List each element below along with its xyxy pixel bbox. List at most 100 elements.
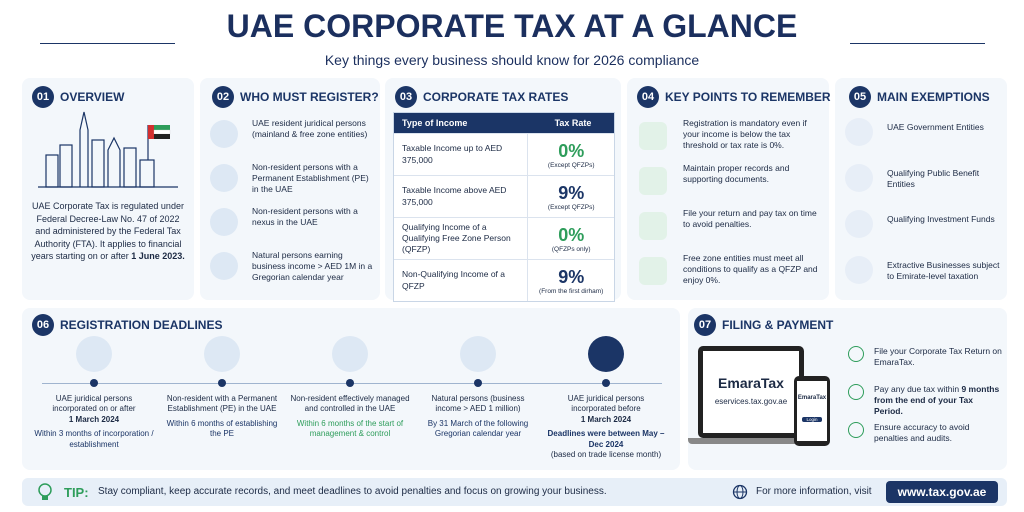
table-row: Non-Qualifying Income of a QFZP 9% (From t… xyxy=(394,259,614,301)
timeline-dot xyxy=(90,379,98,387)
text: File your Corporate Tax Return on EmaraT… xyxy=(874,346,1002,368)
header-cell: Type of Income xyxy=(402,118,468,128)
exemptions-card: 05 MAIN EXEMPTIONS UAE Government Entiti… xyxy=(835,78,1007,300)
card-title: WHO MUST REGISTER? xyxy=(240,90,379,104)
exemption: UAE Government Entities xyxy=(887,122,984,132)
deadline-item: Non-resident with a Permanent Establishm… xyxy=(162,394,282,440)
card-title: MAIN EXEMPTIONS xyxy=(877,90,990,104)
icon xyxy=(76,336,112,372)
icon xyxy=(210,252,238,280)
overview-card: 01 OVERVIEW UAE Corporate Tax is regulat… xyxy=(22,78,194,300)
key-point: Maintain proper records and supporting d… xyxy=(683,163,790,185)
icon xyxy=(845,256,873,284)
rate-cell: 9% (From the first dirham) xyxy=(528,260,614,301)
badge: 04 xyxy=(637,86,659,108)
icon xyxy=(332,336,368,372)
key-point: File your return and pay tax on time to … xyxy=(683,208,817,230)
table-row: Qualifying Income of a Qualifying Free Z… xyxy=(394,217,614,259)
rate: 0% xyxy=(558,140,585,161)
deadline-item: Natural persons (business income > AED 1… xyxy=(418,394,538,440)
deadline-item: UAE juridical persons incorporated on or… xyxy=(34,394,154,450)
income: Non-Qualifying Income of a QFZP xyxy=(394,260,529,301)
table-header: Type of Income Tax Rate xyxy=(394,113,614,133)
card-title: REGISTRATION DEADLINES xyxy=(60,318,223,332)
text: Pay any due tax within xyxy=(874,384,960,394)
phone-brand: EmaraTax xyxy=(797,395,827,401)
deadline-item: Non-resident effectively managed and con… xyxy=(290,394,410,440)
key-point: Registration is mandatory even if your i… xyxy=(683,118,807,151)
income: Taxable Income up to AED 375,000 xyxy=(394,134,529,175)
rule xyxy=(850,43,985,44)
url-button[interactable]: www.tax.gov.ae xyxy=(886,481,998,503)
card-title: OVERVIEW xyxy=(60,90,125,104)
filing-item: File your Corporate Tax Return on EmaraT… xyxy=(874,346,1002,368)
rate-cell: 9% (Except QFZPs) xyxy=(528,176,614,217)
badge: 03 xyxy=(395,86,417,108)
who: Non-resident effectively managed and con… xyxy=(290,394,410,414)
deadline: Within 3 months of incorporation / estab… xyxy=(34,429,154,449)
check-icon xyxy=(848,384,864,400)
icon xyxy=(210,208,238,236)
header-cell: Tax Rate xyxy=(554,118,592,128)
icon xyxy=(639,257,667,285)
brand: EmaraTax xyxy=(718,375,784,391)
icon xyxy=(639,122,667,150)
rates-table: Type of Income Tax Rate Taxable Income up … xyxy=(393,112,615,302)
bulb-icon xyxy=(38,483,52,500)
icon xyxy=(210,164,238,192)
deadline: By 31 March of the following Gregorian c… xyxy=(427,418,529,439)
rate-cell: 0% (QFZPs only) xyxy=(528,218,614,259)
register-item: Non-resident persons with a Permanent Es… xyxy=(252,162,369,195)
phone-screen: EmaraTax Login xyxy=(797,381,827,441)
exemption: Qualifying Investment Funds xyxy=(887,214,995,224)
exemption: Qualifying Public Benefit Entities xyxy=(887,168,980,190)
rate: 9% xyxy=(558,266,585,287)
card-title: CORPORATE TAX RATES xyxy=(423,90,569,104)
badge: 07 xyxy=(694,314,716,336)
rate-note: (From the first dirham) xyxy=(539,287,604,295)
badge: 05 xyxy=(849,86,871,108)
register-card: 02 WHO MUST REGISTER? UAE resident jurid… xyxy=(200,78,380,300)
icon xyxy=(639,167,667,195)
table-row: Taxable Income up to AED 375,000 0% (Excep… xyxy=(394,133,614,175)
badge: 02 xyxy=(212,86,234,108)
text: UAE Corporate Tax is regulated under Fed… xyxy=(31,201,184,262)
register-item: Non-resident persons with a nexus in the… xyxy=(252,206,358,228)
icon xyxy=(639,212,667,240)
who: Non-resident with a Permanent Establishm… xyxy=(166,394,278,414)
table-row: Taxable Income above AED 375,000 9% (Excep… xyxy=(394,175,614,217)
login-button: Login xyxy=(802,417,822,422)
rate-note: (Except QFZPs) xyxy=(547,203,595,211)
deadline: Within 6 months of the start of manageme… xyxy=(296,418,404,439)
tip-text: Stay compliant, keep accurate records, a… xyxy=(98,486,607,497)
who: UAE juridical persons incorporated on or… xyxy=(52,394,136,414)
globe-icon xyxy=(732,484,748,500)
check-icon xyxy=(848,422,864,438)
filing-item: Pay any due tax within 9 months from the… xyxy=(874,384,1002,417)
icon xyxy=(588,336,624,372)
card-title: KEY POINTS TO REMEMBER xyxy=(665,90,831,104)
who: UAE juridical persons incorporated befor… xyxy=(567,394,645,414)
icon xyxy=(845,210,873,238)
text: Ensure accuracy to avoid penalties and a… xyxy=(874,422,970,444)
deadlines-card: 06 REGISTRATION DEADLINES UAE juridical … xyxy=(22,308,680,470)
laptop: EmaraTax eservices.tax.gov.ae xyxy=(698,346,804,438)
tip-label: TIP: xyxy=(64,485,89,500)
phone: EmaraTax Login xyxy=(794,376,830,446)
icon xyxy=(210,120,238,148)
icon xyxy=(845,164,873,192)
rate: 0% xyxy=(558,224,585,245)
icon xyxy=(204,336,240,372)
key-point: Free zone entities must meet all conditi… xyxy=(683,253,818,286)
filing-item: Ensure accuracy to avoid penalties and a… xyxy=(874,422,1002,444)
timeline-dot xyxy=(474,379,482,387)
income: Taxable Income above AED 375,000 xyxy=(394,176,529,217)
footer: TIP: Stay compliant, keep accurate recor… xyxy=(22,478,1007,506)
rate-cell: 0% (Except QFZPs) xyxy=(528,134,614,175)
date: 1 March 2024 xyxy=(580,414,632,424)
icon xyxy=(845,118,873,146)
income: Qualifying Income of a Qualifying Free Z… xyxy=(394,218,529,259)
deadline: Deadlines were between May – Dec 2024 xyxy=(547,429,665,449)
deadline-item: UAE juridical persons incorporated befor… xyxy=(546,394,666,460)
check-icon xyxy=(848,346,864,362)
